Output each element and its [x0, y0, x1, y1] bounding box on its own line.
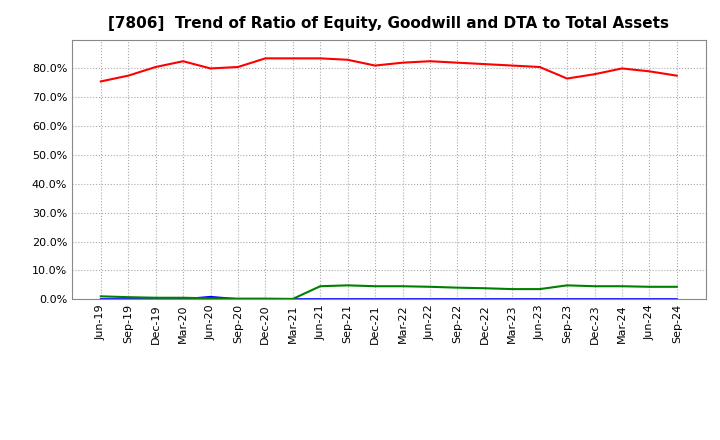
Goodwill [151, 297, 160, 302]
Goodwill [206, 294, 215, 300]
Goodwill [398, 297, 407, 302]
Equity [316, 56, 325, 61]
Goodwill [563, 297, 572, 302]
Goodwill [233, 297, 242, 302]
Equity [590, 72, 599, 77]
Equity [398, 60, 407, 65]
Goodwill [343, 297, 352, 302]
Title: [7806]  Trend of Ratio of Equity, Goodwill and DTA to Total Assets: [7806] Trend of Ratio of Equity, Goodwil… [108, 16, 670, 32]
Equity [233, 64, 242, 70]
Deferred Tax Assets [371, 284, 379, 289]
Deferred Tax Assets [316, 284, 325, 289]
Goodwill [536, 297, 544, 302]
Deferred Tax Assets [508, 286, 516, 292]
Deferred Tax Assets [96, 293, 105, 299]
Line: Equity: Equity [101, 59, 677, 81]
Deferred Tax Assets [179, 295, 187, 301]
Deferred Tax Assets [289, 296, 297, 301]
Equity [508, 63, 516, 68]
Equity [536, 64, 544, 70]
Equity [96, 79, 105, 84]
Deferred Tax Assets [151, 295, 160, 301]
Goodwill [179, 297, 187, 302]
Goodwill [453, 297, 462, 302]
Goodwill [645, 297, 654, 302]
Deferred Tax Assets [453, 285, 462, 290]
Deferred Tax Assets [563, 283, 572, 288]
Deferred Tax Assets [590, 284, 599, 289]
Goodwill [508, 297, 516, 302]
Deferred Tax Assets [233, 296, 242, 301]
Deferred Tax Assets [480, 286, 489, 291]
Equity [618, 66, 626, 71]
Goodwill [672, 297, 681, 302]
Equity [289, 56, 297, 61]
Goodwill [480, 297, 489, 302]
Equity [426, 59, 434, 64]
Deferred Tax Assets [672, 284, 681, 290]
Equity [261, 56, 270, 61]
Equity [179, 59, 187, 64]
Equity [124, 73, 132, 78]
Deferred Tax Assets [343, 283, 352, 288]
Goodwill [96, 297, 105, 302]
Line: Goodwill: Goodwill [101, 297, 677, 299]
Equity [206, 66, 215, 71]
Goodwill [371, 297, 379, 302]
Deferred Tax Assets [426, 284, 434, 290]
Equity [480, 62, 489, 67]
Equity [371, 63, 379, 68]
Goodwill [124, 297, 132, 302]
Goodwill [289, 297, 297, 302]
Equity [151, 64, 160, 70]
Equity [453, 60, 462, 65]
Goodwill [316, 297, 325, 302]
Deferred Tax Assets [645, 284, 654, 290]
Goodwill [618, 297, 626, 302]
Goodwill [590, 297, 599, 302]
Goodwill [426, 297, 434, 302]
Line: Deferred Tax Assets: Deferred Tax Assets [101, 286, 677, 299]
Deferred Tax Assets [261, 296, 270, 301]
Equity [343, 57, 352, 62]
Equity [563, 76, 572, 81]
Goodwill [261, 297, 270, 302]
Deferred Tax Assets [206, 296, 215, 301]
Deferred Tax Assets [398, 284, 407, 289]
Equity [672, 73, 681, 78]
Deferred Tax Assets [536, 286, 544, 292]
Deferred Tax Assets [618, 284, 626, 289]
Deferred Tax Assets [124, 294, 132, 300]
Equity [645, 69, 654, 74]
